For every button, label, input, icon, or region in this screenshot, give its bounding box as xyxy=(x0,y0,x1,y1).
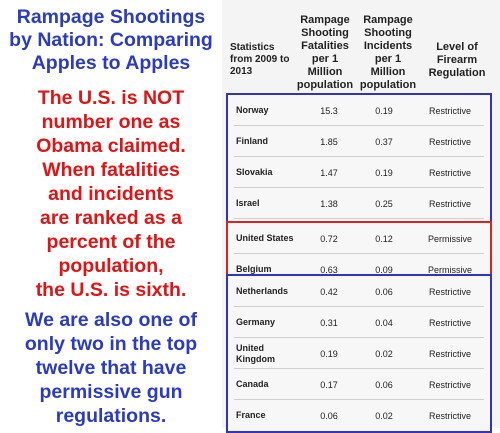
regulation-level-cell: Restrictive xyxy=(428,167,471,178)
title-line-2: by Nation: Comparing xyxy=(9,29,213,51)
country-cell: Netherlands xyxy=(236,286,289,296)
fatalities-cell: 0.06 xyxy=(320,410,338,421)
claim-line-9: the U.S. is sixth. xyxy=(35,279,187,301)
regulation-level-cell: Permissive xyxy=(427,264,472,275)
title-line-3: Apples to Apples xyxy=(31,52,191,74)
claim-line-1: The U.S. is NOT xyxy=(37,87,185,109)
row-divider xyxy=(234,337,484,338)
incidents-cell: 0.25 xyxy=(375,198,393,209)
table-row: Slovakia 1.47 0.19 Restrictive xyxy=(228,157,490,188)
country-cell: Finland xyxy=(236,136,268,146)
fatalities-cell: 15.3 xyxy=(320,105,338,116)
table-row: Netherlands 0.42 0.06 Restrictive xyxy=(228,276,490,307)
regulation-level-cell: Permissive xyxy=(427,233,472,244)
note-line-1: We are also one of xyxy=(25,309,197,331)
row-divider xyxy=(234,253,484,254)
claim-line-2: number one as xyxy=(41,111,181,133)
table-row: Germany 0.31 0.04 Restrictive xyxy=(228,307,490,338)
commentary-panel: Rampage Shootings by Nation: Comparing A… xyxy=(0,0,222,428)
table-row: Norway 15.3 0.19 Restrictive xyxy=(228,95,490,126)
incidents-cell: 0.06 xyxy=(375,286,393,297)
country-cell: Slovakia xyxy=(236,167,273,177)
statistics-table: Statistics from 2009 to 2013 Rampage Sho… xyxy=(222,0,500,433)
claim-line-7: percent of the xyxy=(46,231,176,253)
regulation-level-cell: Restrictive xyxy=(428,198,471,209)
regulation-level-cell: Restrictive xyxy=(428,348,471,359)
regulation-level-cell: Restrictive xyxy=(428,136,471,147)
country-cell: France xyxy=(236,410,266,420)
incidents-cell: 0.12 xyxy=(375,233,393,244)
fatalities-cell: 0.42 xyxy=(320,286,338,297)
regulation-level-cell: Restrictive xyxy=(428,410,471,421)
fatalities-cell: 0.63 xyxy=(320,264,338,275)
regulation-level-cell: Restrictive xyxy=(428,286,471,297)
incidents-cell: 0.19 xyxy=(375,167,393,178)
fatalities-cell: 0.72 xyxy=(320,233,338,244)
claim-line-5: and incidents xyxy=(48,183,174,205)
fatalities-cell: 0.17 xyxy=(320,379,338,390)
country-cell: United Kingdom xyxy=(236,342,275,364)
table-row: France 0.06 0.02 Restrictive xyxy=(228,400,490,431)
incidents-cell: 0.04 xyxy=(375,317,393,328)
regulation-level-cell: Restrictive xyxy=(428,379,471,390)
incidents-cell: 0.02 xyxy=(375,348,393,359)
note-line-3: twelve that have xyxy=(35,357,187,379)
table-row: United States 0.72 0.12 Permissive xyxy=(228,223,490,254)
row-divider xyxy=(234,218,484,219)
country-cell: Belgium xyxy=(236,264,272,274)
incidents-cell: 0.19 xyxy=(375,105,393,116)
table-row: Canada 0.17 0.06 Restrictive xyxy=(228,369,490,400)
row-divider xyxy=(234,306,484,307)
row-divider xyxy=(234,156,484,157)
row-divider xyxy=(234,368,484,369)
fatalities-cell: 1.85 xyxy=(320,136,338,147)
claim-line-4: When fatalities xyxy=(42,159,180,181)
claim-line-3: Obama claimed. xyxy=(36,135,186,157)
row-divider xyxy=(234,187,484,188)
claim-line-8: population, xyxy=(58,255,164,277)
fatalities-cell: 1.47 xyxy=(320,167,338,178)
fatalities-cell: 1.38 xyxy=(320,198,338,209)
country-cell: Israel xyxy=(236,198,260,208)
claim-line-6: are ranked as a xyxy=(39,207,182,229)
note-line-4: permissive gun xyxy=(39,381,183,403)
fatalities-cell: 0.31 xyxy=(320,317,338,328)
table-row: United Kingdom 0.19 0.02 Restrictive xyxy=(228,338,490,369)
title-line-1: Rampage Shootings xyxy=(16,6,206,28)
row-group: Netherlands 0.42 0.06 Restrictive Germany 0.3… xyxy=(226,274,492,433)
incidents-cell: 0.06 xyxy=(375,379,393,390)
country-cell: Norway xyxy=(236,105,269,115)
country-cell: Canada xyxy=(236,379,269,389)
regulation-level-cell: Restrictive xyxy=(428,105,471,116)
note-line-5: regulations. xyxy=(55,405,167,427)
country-cell: United States xyxy=(236,233,294,243)
fatalities-cell: 0.19 xyxy=(320,348,338,359)
incidents-cell: 0.09 xyxy=(375,264,393,275)
incidents-cell: 0.37 xyxy=(375,136,393,147)
regulation-level-cell: Restrictive xyxy=(428,317,471,328)
table-row: Finland 1.85 0.37 Restrictive xyxy=(228,126,490,157)
incidents-cell: 0.02 xyxy=(375,410,393,421)
note-line-2: only two in the top xyxy=(24,333,198,355)
country-cell: Germany xyxy=(236,317,276,327)
row-divider xyxy=(234,399,484,400)
table-row: Belgium 0.63 0.09 Permissive xyxy=(228,254,490,285)
header-fatalities: Rampage Shooting Fatalities per 1 Millio… xyxy=(296,14,354,91)
header-statistics-period: Statistics from 2009 to 2013 xyxy=(230,42,290,77)
header-incidents: Rampage Shooting Incidents per 1 Million… xyxy=(359,14,417,91)
row-divider xyxy=(234,125,484,126)
table-row: Israel 1.38 0.25 Restrictive xyxy=(228,188,490,219)
header-regulation-level: Level of Firearm Regulation xyxy=(428,41,486,79)
